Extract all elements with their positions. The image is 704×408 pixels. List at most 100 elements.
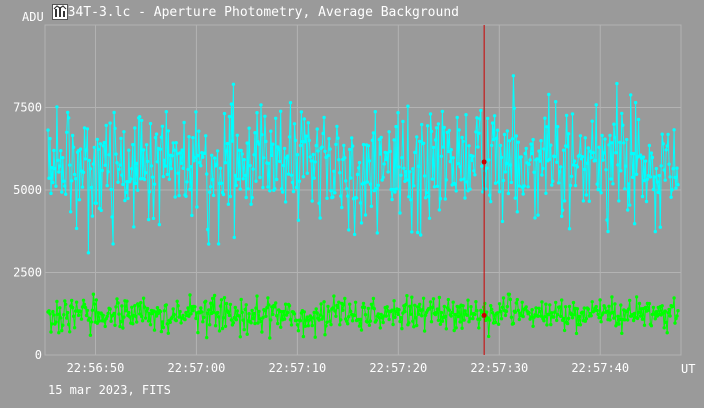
series-2-point (569, 312, 574, 317)
series-2-point (499, 317, 504, 321)
series-2-point (539, 314, 543, 318)
series-2-point (442, 304, 446, 309)
series-1-point (342, 143, 346, 148)
series-2-point (597, 316, 601, 320)
series-2-point (445, 306, 449, 310)
series-1-point (180, 148, 184, 152)
series-2-point (530, 308, 534, 312)
series-1-point (465, 180, 469, 184)
series-2-point (673, 321, 677, 325)
series-2-point (496, 322, 501, 326)
series-2-point (140, 319, 145, 323)
series-1-point (280, 190, 285, 194)
series-2-point (135, 320, 139, 324)
series-1-point (349, 176, 353, 180)
series-1-point (446, 149, 450, 154)
series-2-point (263, 308, 267, 313)
series-1-point (290, 180, 295, 185)
series-2-point (146, 319, 151, 323)
series-1-point (96, 147, 101, 152)
series-1-point (575, 165, 580, 169)
series-1-point (209, 185, 213, 189)
series-2-point (381, 320, 385, 325)
series-1-point (521, 192, 525, 196)
series-1-point (461, 139, 465, 144)
series-1-point (533, 216, 537, 220)
series-1-point (610, 141, 614, 145)
series-1 (46, 74, 680, 255)
series-1-point (473, 173, 477, 177)
series-1-point (46, 128, 50, 132)
series-1-point (632, 222, 637, 226)
series-1-point (447, 128, 451, 133)
series-2-point (233, 305, 237, 310)
series-1-point (340, 205, 344, 210)
series-1-point (58, 164, 62, 168)
series-2-point (423, 313, 428, 317)
series-1-point (164, 110, 168, 114)
series-1-point (127, 148, 131, 152)
series-1-point (205, 172, 209, 176)
series-1-point (423, 196, 428, 200)
series-1-point (218, 166, 223, 170)
series-1-point (580, 155, 585, 159)
series-1-point (407, 195, 411, 199)
series-1-point (99, 208, 103, 213)
series-2-point (131, 322, 135, 326)
series-1-point (54, 184, 58, 188)
series-1-point (313, 160, 317, 164)
series-2-point (404, 302, 408, 307)
series-2-point (174, 318, 178, 323)
series-1-point (664, 148, 668, 152)
series-2-point (430, 305, 435, 309)
series-2-point (264, 314, 268, 318)
time-cursor[interactable] (481, 25, 487, 355)
series-2-point (241, 318, 245, 322)
series-1-point (62, 179, 66, 183)
series-1-point (295, 153, 300, 157)
series-1-point (309, 159, 313, 163)
series-1-point (570, 112, 575, 116)
series-2-point (620, 331, 624, 335)
series-2-point (303, 324, 307, 328)
series-1-point (401, 119, 405, 124)
series-1-point (111, 242, 115, 246)
series-1-point (654, 166, 658, 171)
series-2-point (313, 335, 317, 339)
series-1-point (417, 164, 421, 168)
series-2-point (314, 307, 318, 311)
series-1-point (672, 128, 676, 132)
series-2-point (302, 310, 306, 314)
series-2-point (328, 319, 332, 323)
series-2-point (590, 300, 594, 304)
series-1-point (305, 171, 309, 175)
series-2-point (418, 302, 422, 306)
series-1-point (307, 138, 311, 143)
series-1-point (657, 173, 661, 178)
series-1-point (398, 211, 402, 215)
cursor-marker (481, 159, 487, 165)
series-2-point (70, 298, 74, 303)
series-1-point (560, 214, 564, 218)
series-2-point (463, 309, 467, 313)
series-1-point (676, 183, 680, 187)
series-2-point (336, 305, 340, 310)
series-1-point (77, 198, 82, 202)
series-1-point (435, 184, 440, 188)
series-1-point (585, 161, 589, 165)
series-1-point (615, 81, 619, 86)
series-1-point (322, 115, 326, 120)
series-2-point (145, 306, 150, 311)
series-2-point (260, 330, 264, 334)
series-1-point (299, 110, 304, 114)
series-1-point (670, 188, 674, 192)
series-2-point (84, 313, 89, 318)
series-2-point (176, 304, 180, 308)
series-1-point (194, 110, 198, 114)
series-1-point (365, 180, 370, 184)
series-2-point (341, 308, 345, 312)
series-2-point (417, 312, 421, 316)
series-2-point (493, 320, 498, 325)
series-2-point (574, 331, 579, 336)
